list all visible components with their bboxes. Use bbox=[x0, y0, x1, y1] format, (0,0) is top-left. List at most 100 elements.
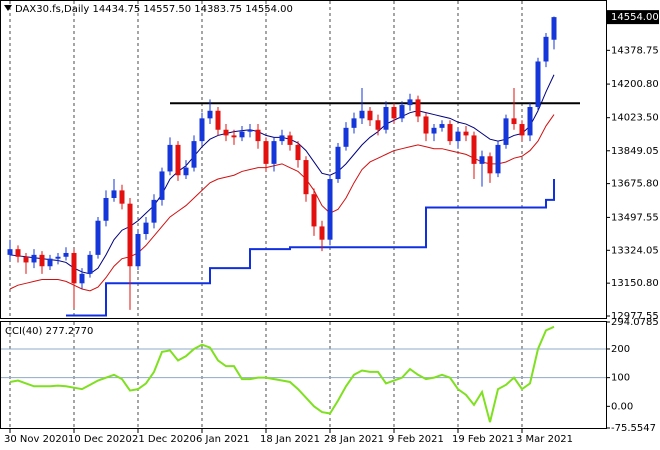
price-tag-label: 14554.00 bbox=[611, 12, 659, 23]
candle-body bbox=[207, 110, 213, 119]
candle-body bbox=[63, 252, 69, 257]
y-tick-label: 13150.80 bbox=[611, 278, 659, 289]
candle-body bbox=[511, 118, 517, 125]
candle-body bbox=[527, 106, 533, 136]
menu-icon bbox=[4, 5, 12, 11]
y-tick-label: 100 bbox=[611, 373, 630, 384]
candle-body bbox=[391, 106, 397, 119]
candle-body bbox=[519, 124, 525, 136]
candle-body bbox=[199, 118, 205, 142]
indicator-line bbox=[9, 325, 555, 423]
y-tick-label: 13497.55 bbox=[611, 212, 659, 223]
candle-body bbox=[87, 254, 93, 274]
y-tick-label: 294.0785 bbox=[611, 317, 659, 328]
candle-body bbox=[295, 144, 301, 161]
x-tick-label: 21 Dec 2020 bbox=[132, 434, 196, 445]
y-tick-label: 200 bbox=[611, 344, 630, 355]
y-tick-label: 13849.05 bbox=[611, 146, 659, 157]
candle-body bbox=[351, 118, 357, 128]
candle-body bbox=[239, 131, 245, 138]
candle-body bbox=[55, 256, 61, 259]
candle-body bbox=[263, 141, 269, 164]
candle-body bbox=[359, 110, 365, 119]
y-tick-label: 0.00 bbox=[611, 401, 633, 412]
x-tick-label: 3 Mar 2021 bbox=[516, 434, 573, 445]
candle-body bbox=[543, 36, 549, 62]
candle-body bbox=[367, 110, 373, 121]
candle-body bbox=[191, 141, 197, 168]
candle-body bbox=[215, 110, 221, 130]
candle-body bbox=[463, 131, 469, 136]
cci-panel bbox=[0, 321, 607, 429]
candle-body bbox=[319, 226, 325, 240]
candle-body bbox=[287, 135, 293, 145]
candle-body bbox=[23, 256, 29, 263]
candle-body bbox=[167, 144, 173, 172]
candle-body bbox=[183, 167, 189, 176]
candle-body bbox=[503, 118, 509, 145]
candle-body bbox=[471, 135, 477, 164]
candle-body bbox=[423, 116, 429, 134]
candle-body bbox=[343, 127, 349, 147]
x-tick-label: 6 Jan 2021 bbox=[196, 434, 250, 445]
candle-body bbox=[303, 160, 309, 195]
candle-body bbox=[7, 249, 13, 255]
y-tick-label: 13675.80 bbox=[611, 179, 659, 190]
candle-body bbox=[79, 273, 85, 284]
candle-body bbox=[447, 124, 453, 142]
candle-body bbox=[535, 61, 541, 107]
indicator-line bbox=[9, 114, 555, 292]
candle-body bbox=[175, 144, 181, 176]
indicator-title: CCI(40) 277.2770 bbox=[5, 326, 93, 337]
candle-body bbox=[135, 234, 141, 267]
price-panel bbox=[0, 0, 607, 319]
candle-body bbox=[439, 124, 445, 128]
candle-body bbox=[415, 99, 421, 117]
indicator-line bbox=[66, 179, 555, 317]
x-tick-label: 30 Nov 2020 bbox=[4, 434, 68, 445]
candle-body bbox=[47, 258, 53, 267]
candle-body bbox=[31, 254, 37, 263]
candle-body bbox=[255, 129, 261, 142]
candle-body bbox=[103, 197, 109, 221]
x-tick-label: 18 Jan 2021 bbox=[260, 434, 320, 445]
candle-body bbox=[223, 129, 229, 136]
candle-body bbox=[495, 144, 501, 174]
candle-body bbox=[151, 199, 157, 223]
candle-body bbox=[479, 156, 485, 164]
candle-body bbox=[399, 105, 405, 119]
chart-title: DAX30.fs,Daily 14434.75 14557.50 14383.7… bbox=[15, 4, 293, 15]
candle-body bbox=[143, 222, 149, 235]
candle-body bbox=[279, 135, 285, 142]
candle-body bbox=[159, 171, 165, 200]
candle-body bbox=[455, 131, 461, 142]
candle-body bbox=[15, 249, 21, 257]
y-tick-label: 14200.80 bbox=[611, 79, 659, 90]
candle-body bbox=[231, 135, 237, 138]
candle-body bbox=[335, 146, 341, 180]
y-tick-label: 13324.05 bbox=[611, 245, 659, 256]
y-tick-label: 12977.55 bbox=[611, 311, 659, 322]
candle-body bbox=[111, 190, 117, 198]
x-tick-label: 28 Jan 2021 bbox=[324, 434, 384, 445]
x-tick-label: 10 Dec 2020 bbox=[68, 434, 132, 445]
candle-body bbox=[271, 141, 277, 164]
candle-body bbox=[71, 252, 77, 284]
candle-body bbox=[247, 129, 253, 132]
y-tick-label: -75.5547 bbox=[611, 423, 656, 434]
candle-body bbox=[311, 194, 317, 227]
candle-body bbox=[375, 120, 381, 130]
y-tick-label: 14023.50 bbox=[611, 113, 659, 124]
candle-body bbox=[39, 254, 45, 267]
candle-body bbox=[487, 156, 493, 174]
price-tag-box bbox=[607, 10, 659, 25]
candle-body bbox=[431, 127, 437, 134]
candle-body bbox=[127, 203, 133, 267]
candle-body bbox=[551, 17, 557, 40]
candle-body bbox=[119, 190, 125, 204]
candle-body bbox=[407, 99, 413, 106]
x-tick-label: 9 Feb 2021 bbox=[388, 434, 444, 445]
y-tick-label: 14378.75 bbox=[611, 45, 659, 56]
